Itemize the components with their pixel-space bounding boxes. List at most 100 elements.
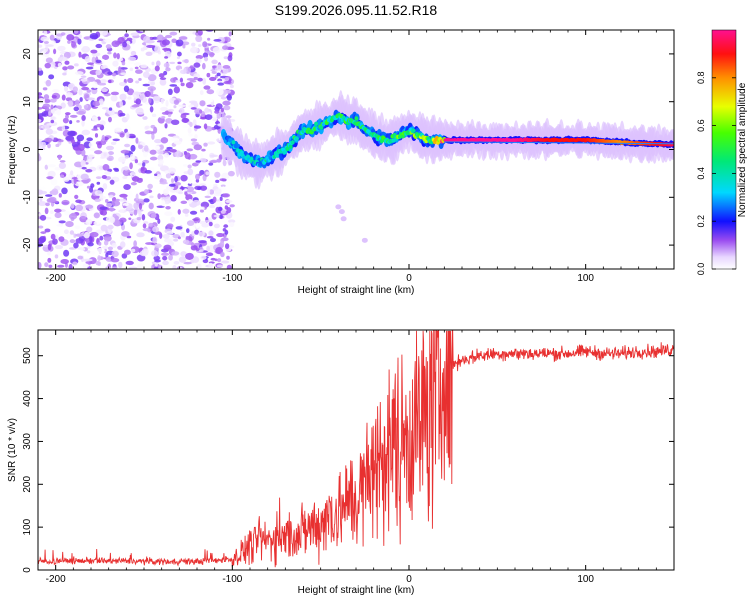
noise-speckle	[119, 112, 126, 117]
noise-speckle	[143, 145, 149, 152]
noise-speckle	[39, 196, 43, 202]
noise-speckle	[47, 257, 52, 263]
noise-speckle	[46, 176, 54, 180]
noise-speckle	[135, 137, 139, 144]
noise-speckle	[167, 241, 175, 247]
noise-speckle	[158, 264, 163, 269]
noise-speckle	[164, 56, 169, 59]
noise-speckle	[209, 76, 217, 81]
noise-speckle	[119, 67, 128, 70]
noise-speckle	[188, 178, 192, 185]
noise-speckle	[86, 89, 91, 93]
noise-speckle	[122, 176, 128, 180]
noise-speckle	[38, 113, 47, 117]
noise-speckle	[64, 112, 71, 116]
noise-speckle	[122, 41, 128, 48]
noise-speckle	[189, 30, 193, 35]
noise-speckle	[184, 152, 191, 160]
noise-speckle	[100, 224, 108, 232]
noise-speckle	[175, 226, 183, 230]
noise-speckle	[114, 168, 120, 172]
noise-speckle	[150, 88, 154, 96]
noise-speckle	[38, 67, 43, 72]
noise-speckle	[221, 186, 226, 192]
y-tick-label: 500	[22, 347, 33, 364]
noise-speckle	[95, 176, 102, 179]
noise-speckle	[184, 58, 189, 64]
y-tick-label: 0	[22, 146, 33, 152]
noise-speckle	[219, 178, 227, 182]
noise-speckle	[74, 225, 81, 230]
noise-speckle	[48, 264, 53, 269]
noise-speckle	[54, 167, 61, 171]
noise-speckle	[195, 160, 202, 163]
noise-speckle	[174, 175, 178, 183]
noise-speckle	[178, 256, 187, 263]
noise-speckle	[111, 242, 117, 248]
noise-speckle	[217, 258, 222, 263]
noise-speckle	[156, 60, 161, 67]
noise-speckle	[130, 248, 136, 253]
noise-speckle	[75, 99, 80, 107]
noise-speckle	[185, 81, 194, 89]
noise-speckle	[181, 117, 189, 123]
noise-speckle	[80, 62, 85, 69]
noise-speckle	[59, 56, 68, 61]
noise-speckle	[222, 227, 227, 232]
noise-speckle	[74, 63, 79, 67]
noise-speckle	[45, 79, 52, 87]
noise-speckle	[108, 109, 116, 116]
noise-speckle	[66, 34, 75, 41]
y-tick-label: 100	[22, 518, 33, 535]
noise-speckle	[111, 200, 121, 207]
noise-speckle	[68, 263, 73, 269]
noise-speckle	[199, 109, 203, 114]
noise-speckle	[61, 199, 70, 206]
noise-speckle	[173, 140, 182, 145]
noise-speckle	[198, 140, 204, 146]
noise-speckle	[177, 209, 181, 215]
noise-speckle	[93, 212, 100, 219]
noise-speckle	[226, 255, 230, 260]
colorbar-tick-label: 0.6	[696, 119, 706, 132]
noise-speckle	[51, 40, 56, 46]
noise-speckle	[151, 113, 157, 118]
noise-speckle	[169, 149, 177, 153]
noise-speckle	[151, 250, 159, 257]
noise-speckle	[166, 223, 174, 229]
noise-speckle	[169, 61, 176, 65]
noise-speckle	[208, 221, 213, 227]
noise-speckle	[85, 218, 93, 226]
noise-speckle	[207, 188, 211, 196]
noise-speckle	[126, 113, 130, 121]
noise-speckle	[142, 227, 151, 232]
noise-speckle	[190, 107, 197, 110]
noise-speckle	[44, 262, 49, 268]
noise-speckle	[80, 75, 87, 78]
noise-speckle	[209, 204, 216, 209]
noise-speckle	[205, 252, 214, 257]
noise-speckle	[92, 100, 101, 107]
noise-speckle	[67, 40, 71, 44]
noise-speckle	[193, 62, 201, 68]
noise-speckle	[86, 226, 93, 233]
noise-speckle	[123, 166, 129, 171]
noise-speckle	[38, 201, 47, 207]
noise-speckle	[61, 125, 66, 132]
noise-speckle	[145, 51, 153, 57]
noise-speckle	[56, 224, 63, 227]
noise-speckle	[123, 249, 131, 255]
noise-speckle	[38, 97, 46, 104]
x-tick-label: -100	[222, 273, 242, 284]
noise-speckle	[110, 257, 120, 263]
noise-speckle	[219, 214, 223, 220]
noise-speckle	[222, 193, 231, 198]
noise-speckle	[120, 241, 126, 248]
noise-speckle	[62, 117, 69, 124]
noise-speckle	[183, 261, 192, 265]
noise-speckle	[223, 56, 229, 60]
noise-speckle	[229, 221, 235, 228]
noise-speckle	[107, 224, 114, 230]
noise-speckle	[208, 162, 214, 166]
isolated-blob	[361, 237, 368, 243]
